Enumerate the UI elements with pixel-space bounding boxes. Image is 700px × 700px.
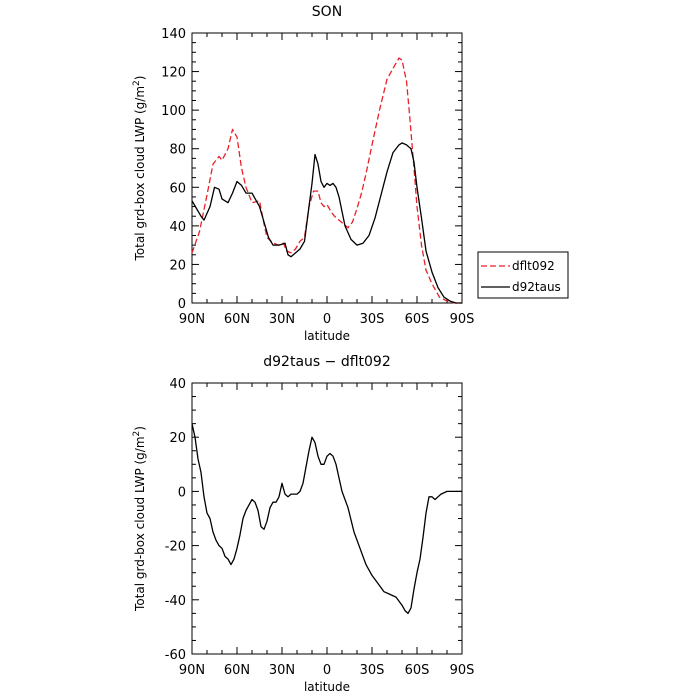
x-tick-label: 90N: [179, 312, 205, 327]
series-line-d92taus: [191, 142, 462, 304]
y-axis-label-superscript: 2: [132, 80, 142, 86]
y-tick-label: -20: [165, 540, 186, 555]
y-axis-label-close: ): [133, 426, 147, 431]
y-axis-label-text: Total grd-box cloud LWP (g/m: [133, 436, 147, 611]
x-tick-label: 0: [323, 663, 331, 678]
x-axis-label: latitude: [304, 680, 350, 694]
x-axis-label: latitude: [304, 329, 350, 343]
x-tick-label: 90S: [450, 312, 475, 327]
y-tick-label: 0: [178, 297, 186, 312]
y-tick-label: 40: [169, 377, 186, 392]
plot-frame: [191, 32, 463, 304]
legend-label: d92taus: [512, 280, 561, 294]
plot-frame: [191, 382, 463, 655]
y-axis-label: Total grd-box cloud LWP (g/m2): [132, 426, 147, 612]
y-tick-label: 80: [169, 143, 186, 158]
legend-label: dflt092: [512, 259, 555, 273]
y-axis-label: Total grd-box cloud LWP (g/m2): [132, 76, 147, 262]
x-tick-label: 0: [323, 312, 331, 327]
y-axis-label-close: ): [133, 76, 147, 81]
y-tick-label: 0: [178, 485, 186, 500]
y-tick-label: -60: [165, 648, 186, 663]
x-tick-label: 60N: [224, 312, 250, 327]
y-tick-label: 20: [169, 431, 186, 446]
x-tick-label: 30S: [360, 312, 385, 327]
y-axis-label-text: Total grd-box cloud LWP (g/m: [133, 86, 147, 261]
x-tick-label: 90N: [179, 663, 205, 678]
series-line-dflt092: [191, 57, 462, 304]
chart-title: SON: [312, 4, 342, 20]
y-tick-label: 40: [169, 220, 186, 235]
x-tick-label: 30S: [360, 663, 385, 678]
y-tick-label: 120: [161, 66, 186, 81]
x-tick-label: 60S: [405, 312, 430, 327]
legend-box: [477, 251, 569, 299]
chart-title: d92taus − dflt092: [263, 354, 390, 370]
x-tick-label: 30N: [269, 312, 295, 327]
y-tick-label: 60: [169, 181, 186, 196]
y-tick-label: -40: [165, 594, 186, 609]
y-tick-label: 100: [161, 104, 186, 119]
panel-top: SON 0 20 40 60 80 100 120 140 90N 60N 30N 0 30S 60S 90S…: [132, 4, 569, 343]
series-line-difference: [191, 423, 462, 615]
y-tick-label: 20: [169, 258, 186, 273]
x-tick-label: 30N: [269, 663, 295, 678]
y-axis-label-superscript: 2: [132, 431, 142, 437]
x-tick-label: 60N: [224, 663, 250, 678]
x-tick-label: 60S: [405, 663, 430, 678]
y-tick-label: 140: [161, 27, 186, 42]
x-tick-label: 90S: [450, 663, 475, 678]
